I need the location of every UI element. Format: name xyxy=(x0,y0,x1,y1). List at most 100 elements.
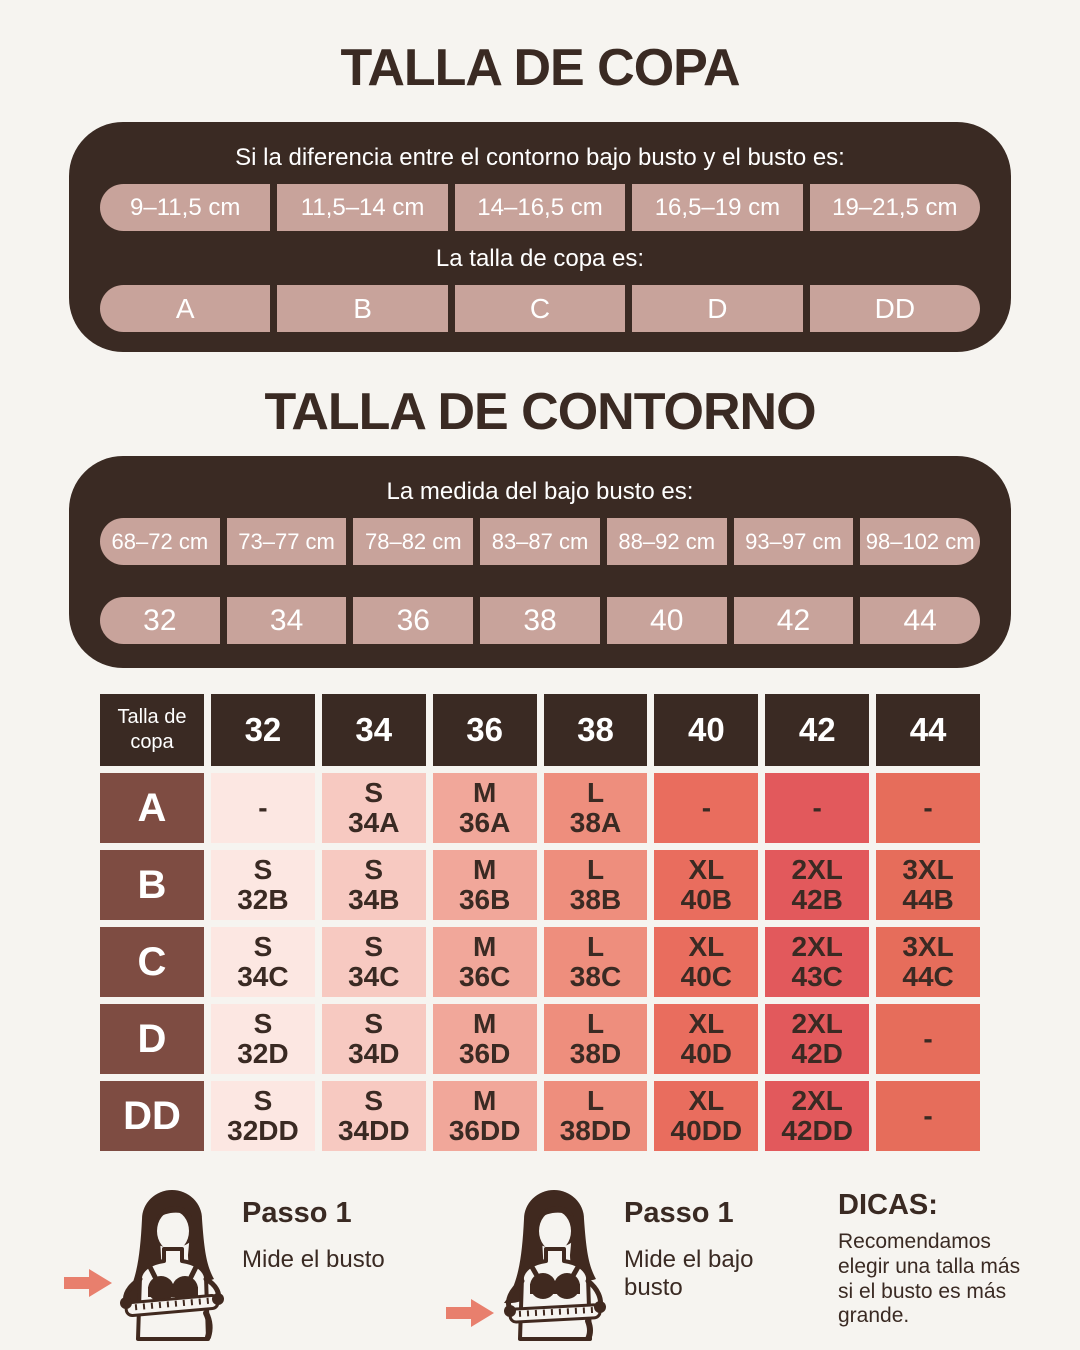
cup-result-label: La talla de copa es: xyxy=(435,245,645,272)
size-cell: - xyxy=(876,1004,980,1074)
cell-size-code: 38A xyxy=(569,807,622,838)
size-cell: M 36C xyxy=(432,927,537,997)
size-cell: L 38C xyxy=(543,927,648,997)
band-size-pill: 42 xyxy=(733,597,854,644)
step1-text: Passo 1 Mide el busto xyxy=(242,1197,410,1274)
cell-size-label: S xyxy=(364,853,384,885)
size-cell: 2XL 42B xyxy=(765,850,870,920)
size-cell: S 32DD xyxy=(211,1081,315,1151)
cell-size-label: 2XL xyxy=(791,930,843,962)
cell-size-label: - xyxy=(923,791,933,823)
cell-size-label: M xyxy=(472,1084,497,1116)
column-header: 40 xyxy=(654,694,759,766)
cell-size-label: XL xyxy=(688,853,725,885)
table-corner-header: Talla de copa xyxy=(100,694,204,766)
table-corner-line: copa xyxy=(130,731,174,753)
band-size-pill: 32 xyxy=(100,597,220,644)
arrow-right-icon xyxy=(64,1269,112,1297)
cell-size-label: M xyxy=(472,776,497,808)
underbust-range-row: 68–72 cm 73–77 cm 78–82 cm 83–87 cm 88–9… xyxy=(100,518,981,565)
cell-size-code: 34C xyxy=(348,961,400,992)
cell-size-label: 3XL xyxy=(902,853,954,885)
band-size-pill: 40 xyxy=(606,597,727,644)
band-question-label: La medida del bajo busto es: xyxy=(386,478,694,505)
cell-size-code: 36DD xyxy=(448,1115,521,1146)
step1-title: Passo 1 xyxy=(242,1197,352,1229)
underbust-range-pill: 78–82 cm xyxy=(353,518,474,565)
size-cell: - xyxy=(876,1081,980,1151)
diff-range-pill: 9–11,5 cm xyxy=(100,184,271,231)
cell-size-label: 2XL xyxy=(791,1007,843,1039)
diff-range-pill: 11,5–14 cm xyxy=(277,184,448,231)
measuring-steps-footer: Passo 1 Mide el busto xyxy=(62,1189,1050,1341)
size-cell: L 38DD xyxy=(543,1081,648,1151)
cell-size-code: 34B xyxy=(348,884,400,915)
cell-size-label: - xyxy=(258,791,268,823)
cup-size-box: Si la diferencia entre el contorno bajo … xyxy=(69,122,1011,352)
size-cell: M 36A xyxy=(432,773,537,843)
cell-size-code: 40D xyxy=(680,1038,733,1069)
cell-size-code: 44B xyxy=(902,884,954,915)
cell-size-code: 34A xyxy=(348,807,400,838)
size-cell: L 38B xyxy=(543,850,648,920)
cell-size-label: S xyxy=(364,1084,384,1116)
row-label: DD xyxy=(100,1081,204,1151)
step1-description: Mide el busto xyxy=(242,1246,385,1273)
cell-size-code: 38D xyxy=(569,1038,622,1069)
diff-range-pill: 19–21,5 cm xyxy=(809,184,981,231)
cell-size-label: L xyxy=(586,1007,605,1039)
cell-size-label: S xyxy=(364,930,384,962)
size-cell: S 34A xyxy=(321,773,426,843)
tips-block: DICAS: Recomendamos elegir una talla más… xyxy=(838,1189,1034,1329)
table-corner-line: Talla de xyxy=(117,706,187,728)
row-label: A xyxy=(100,773,204,843)
cell-size-label: - xyxy=(923,1099,933,1131)
cell-size-code: 34D xyxy=(348,1038,400,1069)
cell-size-label: - xyxy=(701,791,712,823)
step2-description: Mide el bajo busto xyxy=(624,1246,754,1301)
cell-size-label: M xyxy=(472,930,497,962)
size-cell: S 34D xyxy=(321,1004,426,1074)
row-label: C xyxy=(100,927,204,997)
cell-size-label: 3XL xyxy=(902,930,954,962)
size-cell: - xyxy=(765,773,870,843)
step2-text: Passo 1 Mide el bajo busto xyxy=(624,1197,792,1301)
cell-size-label: - xyxy=(923,1022,933,1054)
woman-measuring-underbust-icon xyxy=(504,1190,606,1341)
size-cell: XL 40C xyxy=(654,927,759,997)
column-header: 44 xyxy=(876,694,980,766)
diff-range-pill: 16,5–19 cm xyxy=(632,184,803,231)
size-cell: XL 40DD xyxy=(654,1081,759,1151)
size-cell: S 32D xyxy=(211,1004,315,1074)
size-cell: 3XL 44B xyxy=(876,850,980,920)
cup-section-title: TALLA DE COPA xyxy=(340,39,740,97)
cell-size-label: S xyxy=(364,776,384,808)
column-header: 36 xyxy=(432,694,537,766)
diff-range-pill: 14–16,5 cm xyxy=(454,184,626,231)
cell-size-label: S xyxy=(253,1007,273,1039)
size-cell: 2XL 43C xyxy=(765,927,870,997)
size-cell: S 32B xyxy=(211,850,315,920)
size-cell: S 34C xyxy=(321,927,426,997)
size-cell: L 38D xyxy=(543,1004,648,1074)
cell-size-code: 40DD xyxy=(670,1115,743,1146)
cell-size-label: XL xyxy=(688,1007,725,1039)
cell-size-code: 42D xyxy=(791,1038,843,1069)
band-size-pill: 34 xyxy=(226,597,347,644)
cell-size-code: 42DD xyxy=(781,1115,853,1146)
column-header: 32 xyxy=(211,694,315,766)
size-cell: 2XL 42D xyxy=(765,1004,870,1074)
cell-size-code: 32DD xyxy=(227,1115,299,1146)
column-header: 42 xyxy=(765,694,870,766)
cell-size-code: 32D xyxy=(237,1038,289,1069)
cell-size-code: 38B xyxy=(569,884,622,915)
band-size-pill: 36 xyxy=(353,597,474,644)
cell-size-label: S xyxy=(364,1007,384,1039)
size-cell: - xyxy=(876,773,980,843)
cell-size-code: 36C xyxy=(458,961,511,992)
cell-size-code: 36B xyxy=(458,884,511,915)
cell-size-code: 36A xyxy=(458,807,511,838)
cell-size-code: 40B xyxy=(680,884,733,915)
cell-size-code: 43C xyxy=(791,961,843,992)
cell-size-label: M xyxy=(472,1007,497,1039)
